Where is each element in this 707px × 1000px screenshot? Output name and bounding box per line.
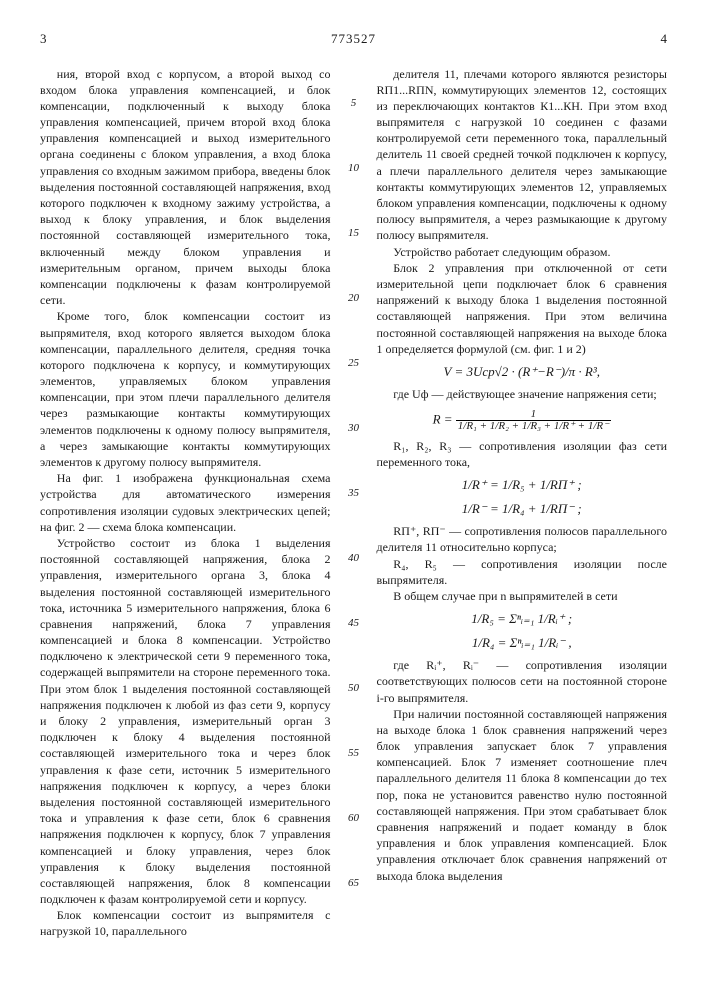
line-number: 65 <box>348 876 359 891</box>
line-number: 40 <box>348 551 359 566</box>
paragraph: где Rᵢ⁺, Rᵢ⁻ — сопротивления изоляции со… <box>377 657 668 706</box>
paragraph: Кроме того, блок компенсации состоит из … <box>40 308 331 470</box>
line-number: 35 <box>348 486 359 501</box>
line-number: 30 <box>348 421 359 436</box>
formula-text: V = <box>443 364 463 379</box>
paragraph: Блок 2 управления при отключенной от сет… <box>377 260 668 357</box>
paragraph: R₁, R₂, R₃ — сопротивления изоляции фаз … <box>377 438 668 470</box>
patent-number: 773527 <box>70 30 637 48</box>
formula-text: R = <box>433 411 453 426</box>
paragraph: Блок компенсации состоит из выпрямителя … <box>40 907 331 939</box>
line-number: 20 <box>348 291 359 306</box>
paragraph: делителя 11, плечами которого являются р… <box>377 66 668 244</box>
left-column: ния, второй вход с корпусом, а второй вы… <box>40 66 331 940</box>
page-number-right: 4 <box>637 30 667 48</box>
line-number: 55 <box>348 746 359 761</box>
formula: 1/R⁺ = 1/R₅ + 1/RП⁺ ; <box>377 476 668 494</box>
formula-text: 3Ucp√2 · (R⁺−R⁻)/π · R³, <box>466 364 600 379</box>
line-number-gutter: 5 10 15 20 25 30 35 40 45 50 55 60 65 <box>345 66 363 940</box>
line-number: 60 <box>348 811 359 826</box>
formula: V = 3Ucp√2 · (R⁺−R⁻)/π · R³, <box>377 363 668 381</box>
formula: R = 1 1/R₁ + 1/R₂ + 1/R₃ + 1/R⁺ + 1/R⁻ <box>377 409 668 432</box>
paragraph: R₄, R₅ — сопротивления изоляции после вы… <box>377 556 668 588</box>
page-number-left: 3 <box>40 30 70 48</box>
line-number: 10 <box>348 161 359 176</box>
paragraph: На фиг. 1 изображена функциональная схем… <box>40 470 331 535</box>
paragraph: Устройство работает следующим образом. <box>377 244 668 260</box>
line-number: 45 <box>348 616 359 631</box>
fraction: 1 1/R₁ + 1/R₂ + 1/R₃ + 1/R⁺ + 1/R⁻ <box>456 409 611 432</box>
line-number: 5 <box>351 96 357 111</box>
paragraph: При наличии постоянной составляющей напр… <box>377 706 668 884</box>
right-column: делителя 11, плечами которого являются р… <box>377 66 668 940</box>
line-number: 15 <box>348 226 359 241</box>
page-header: 3 773527 4 <box>40 30 667 48</box>
text-columns: ния, второй вход с корпусом, а второй вы… <box>40 66 667 940</box>
formula: 1/R₅ = Σⁿᵢ₌₁ 1/Rᵢ⁺ ; <box>377 610 668 628</box>
line-number: 25 <box>348 356 359 371</box>
paragraph: где Uф — действующее значение напряжения… <box>377 386 668 402</box>
paragraph: RП⁺, RП⁻ — сопротивления полюсов паралле… <box>377 523 668 555</box>
paragraph: Устройство состоит из блока 1 выделения … <box>40 535 331 907</box>
line-number: 50 <box>348 681 359 696</box>
paragraph: В общем случае при n выпрямителей в сети <box>377 588 668 604</box>
formula: 1/R⁻ = 1/R₄ + 1/RП⁻ ; <box>377 500 668 518</box>
paragraph: ния, второй вход с корпусом, а второй вы… <box>40 66 331 309</box>
formula: 1/R₄ = Σⁿᵢ₌₁ 1/Rᵢ⁻ , <box>377 634 668 652</box>
